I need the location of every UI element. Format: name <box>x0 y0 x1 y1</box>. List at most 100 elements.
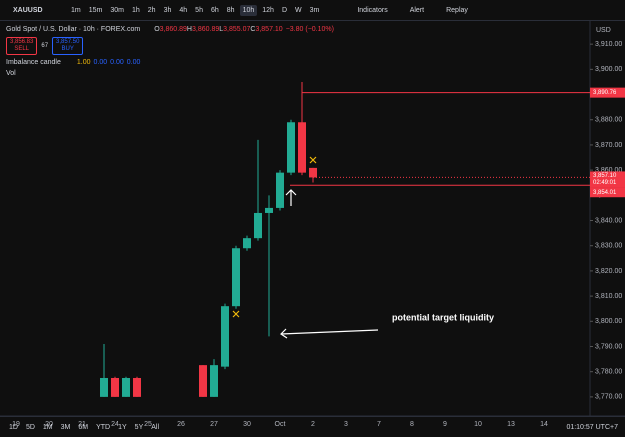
candle-body <box>232 248 240 307</box>
ohlc-key: H <box>186 26 192 33</box>
x-tick-label: 3 <box>344 421 348 428</box>
x-tick-label: 21 <box>78 421 86 428</box>
toolbar-button[interactable]: Indicators <box>357 6 388 14</box>
annotation: potential target liquidity <box>392 312 494 322</box>
price-tag <box>590 87 625 98</box>
range[interactable]: YTD <box>96 423 111 431</box>
x-tick-label: 19 <box>12 421 20 428</box>
range[interactable]: 1Y <box>118 423 127 431</box>
interval[interactable]: 15m <box>88 6 103 14</box>
interval[interactable]: 8h <box>226 6 235 14</box>
candle-body <box>243 238 251 249</box>
volume-label: Vol <box>6 70 16 77</box>
cross-marker <box>232 310 240 318</box>
y-tick-label: 3,840.00 <box>595 217 622 224</box>
toolbar-button[interactable]: Alert <box>409 6 425 14</box>
range[interactable]: 1D <box>9 423 18 431</box>
toolbar-button[interactable]: Replay <box>446 6 468 14</box>
range[interactable]: 1M <box>42 423 53 431</box>
indicator-row: Imbalance candle 1.00 0.00 0.00 0.00 <box>6 57 334 68</box>
range[interactable]: 5Y <box>134 423 144 431</box>
toolbar: XAUUSD 1m 15m 30m 1h 2h 3h 4h 5h 6h 8h 10h 12h D W 3m In… <box>0 0 625 21</box>
sell-label[interactable]: SELL <box>14 46 30 52</box>
x-tick-label: 7 <box>377 421 381 428</box>
indicator-value: 0.00 <box>126 59 141 66</box>
candle-body <box>287 122 295 173</box>
interval[interactable]: 2h <box>147 6 156 14</box>
price-tag <box>590 171 625 188</box>
buy-button[interactable]: 3,857.50 BUY <box>52 37 84 55</box>
interval[interactable]: 5h <box>195 6 203 14</box>
candle-body <box>111 377 119 397</box>
interval[interactable]: 12h <box>262 6 274 14</box>
candle-body <box>199 365 207 397</box>
x-tick-label: 25 <box>144 421 152 428</box>
candle-body <box>276 172 284 208</box>
price-tag <box>590 187 625 198</box>
interval[interactable]: 30m <box>110 6 124 14</box>
x-tick-label: 10 <box>474 421 482 428</box>
arrow-up <box>285 189 297 206</box>
clock: 01:10:57 UTC+7 <box>566 423 618 431</box>
y-tick-label: 3,810.00 <box>595 293 622 300</box>
price-tag-label: 3,854.01 <box>593 190 617 196</box>
x-tick-label: Oct <box>275 421 286 428</box>
y-tick-label: 3,910.00 <box>595 41 622 48</box>
interval[interactable]: 1h <box>131 6 140 14</box>
candle-body <box>254 212 262 239</box>
interval[interactable]: D <box>281 6 287 14</box>
x-tick-label: 27 <box>210 421 218 428</box>
currency: USD <box>596 27 611 34</box>
candle-body <box>122 377 130 397</box>
bottom-bar: 1D 5D 1M 3M 6M YTD 1Y 5Y All 01:10:57 UTC+7 <box>0 416 625 437</box>
range[interactable]: All <box>151 423 160 431</box>
interval[interactable]: 6h <box>210 6 219 14</box>
price-tag-label: 3,890.76 <box>593 90 617 96</box>
ohlc-value: 3,860.89 <box>159 26 187 33</box>
spread: 67 <box>41 42 49 49</box>
interval[interactable]: 10h <box>239 4 258 16</box>
candle-body <box>265 207 273 213</box>
buy-price[interactable]: 3,857.50 <box>56 39 80 45</box>
interval[interactable]: 1m <box>71 6 81 14</box>
sell-price[interactable]: 3,856.83 <box>10 39 34 45</box>
x-tick-label: 14 <box>540 421 548 428</box>
indicator-value: 0.00 <box>110 59 124 66</box>
y-tick-label: 3,880.00 <box>595 117 622 124</box>
x-tick-label: 26 <box>177 421 185 428</box>
candle-body <box>100 377 108 397</box>
y-tick-label: 3,820.00 <box>595 268 622 275</box>
volume-row: Vol <box>6 68 334 79</box>
range[interactable]: 3M <box>60 423 71 431</box>
candle-body <box>133 377 141 397</box>
x-tick-label: 9 <box>443 421 447 428</box>
range[interactable]: 5D <box>25 423 35 431</box>
interval[interactable]: 3h <box>163 6 172 14</box>
indicator-name: Imbalance candle <box>6 59 61 66</box>
last-price-label: 3,857.10 <box>593 173 617 179</box>
buy-label[interactable]: BUY <box>61 46 74 52</box>
x-tick-label: 24 <box>111 421 119 428</box>
countdown: 02:49:01 <box>593 180 617 186</box>
x-tick-label: 20 <box>45 421 53 428</box>
candle-body <box>309 167 317 178</box>
interval[interactable]: W <box>295 6 302 14</box>
y-tick-label: 3,800.00 <box>595 318 622 325</box>
interval[interactable]: 4h <box>179 6 188 14</box>
legend-row: Gold Spot / U.S. Dollar · 10h · FOREX.co… <box>6 24 334 35</box>
sell-button[interactable]: 3,856.83 SELL <box>6 37 38 55</box>
ohlc-value: 3,857.10 <box>255 26 283 33</box>
candle-body <box>221 306 229 367</box>
cross-marker <box>309 156 317 164</box>
chart: USD 3,770.00 3,780.00 3,790.00 3,800.00 3,810… <box>0 20 625 428</box>
y-tick-label: 3,770.00 <box>595 394 622 401</box>
y-tick-label: 3,870.00 <box>595 142 622 149</box>
y-tick-label: 3,780.00 <box>595 369 622 376</box>
symbol[interactable]: XAUUSD <box>13 6 43 14</box>
change: −3.80 (−0.10%) <box>285 26 334 33</box>
y-tick-label: 3,790.00 <box>595 343 622 350</box>
interval[interactable]: 3m <box>309 6 320 14</box>
range[interactable]: 6M <box>78 423 89 431</box>
legend: Gold Spot / U.S. Dollar · 10h · FOREX.co… <box>6 24 334 79</box>
